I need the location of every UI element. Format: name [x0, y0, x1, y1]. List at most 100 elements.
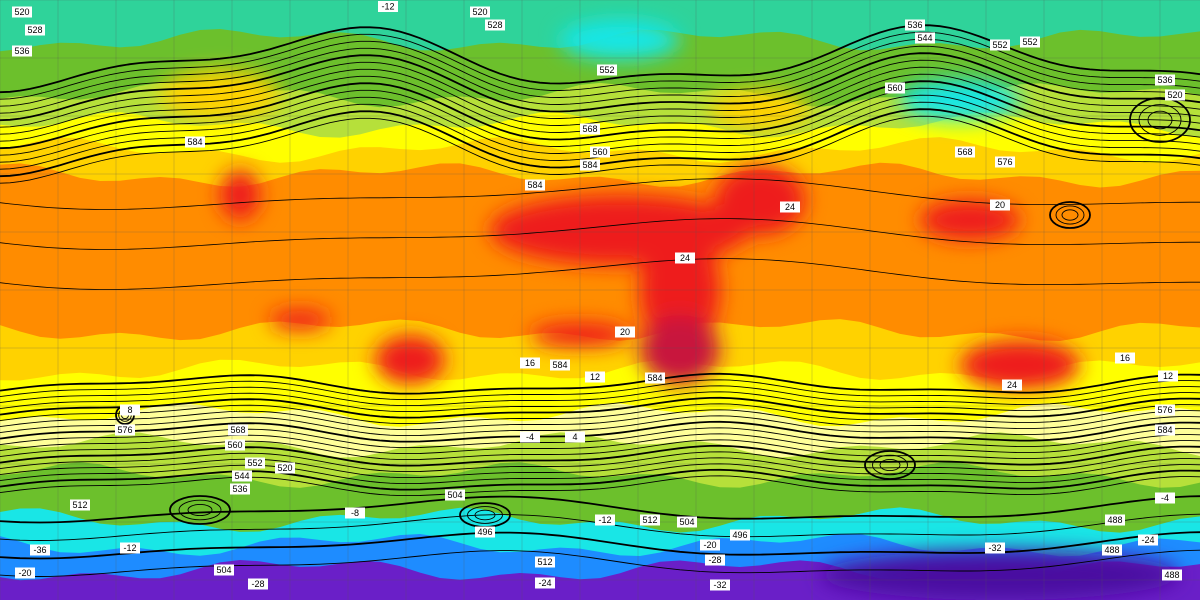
- height-label-text: 552: [247, 458, 262, 468]
- temperature-label: 20: [615, 326, 635, 338]
- temperature-label: -36: [30, 544, 50, 556]
- label-background: [597, 64, 617, 76]
- temperature-label: -28: [705, 554, 725, 566]
- height-label: 496: [730, 529, 750, 541]
- height-label-text: 568: [230, 425, 245, 435]
- label-background: [675, 252, 695, 264]
- height-contour: [0, 444, 1200, 467]
- height-contour: [0, 495, 1200, 524]
- temperature-label: -20: [15, 567, 35, 579]
- closed-contour: [872, 454, 908, 476]
- temperature-label-text: -28: [251, 579, 264, 589]
- temperature-label: -12: [378, 1, 398, 12]
- temperature-label-text: 24: [785, 202, 795, 212]
- temperature-label: 4: [565, 431, 585, 443]
- height-label-text: 528: [27, 25, 42, 35]
- height-label-text: 584: [1157, 425, 1172, 435]
- temperature-label: 16: [1115, 352, 1135, 364]
- height-label-text: 528: [487, 20, 502, 30]
- height-label-text: 552: [599, 65, 614, 75]
- label-background: [990, 199, 1010, 211]
- label-background: [710, 579, 730, 591]
- label-background: [275, 462, 295, 474]
- temperature-label: -12: [120, 542, 140, 554]
- temperature-blob: [640, 315, 720, 385]
- closed-contour: [467, 506, 503, 524]
- label-background: [228, 424, 248, 436]
- label-background: [520, 357, 540, 369]
- height-label-text: 504: [447, 490, 462, 500]
- temperature-label-text: -36: [33, 545, 46, 555]
- height-label: 568: [580, 123, 600, 135]
- label-background: [565, 431, 585, 443]
- height-label: 584: [1155, 424, 1175, 436]
- label-background: [1155, 424, 1175, 436]
- height-label: 544: [915, 32, 935, 44]
- label-background: [120, 404, 140, 416]
- label-background: [25, 24, 45, 36]
- height-label-text: 576: [997, 157, 1012, 167]
- label-background: [1002, 379, 1022, 391]
- height-label-text: 568: [957, 147, 972, 157]
- temperature-label-text: 20: [995, 200, 1005, 210]
- height-label: 512: [70, 499, 90, 511]
- temperature-label: 24: [780, 201, 800, 213]
- temperature-label: -4: [520, 431, 540, 443]
- label-background: [550, 359, 570, 371]
- temperature-blob: [715, 165, 805, 235]
- height-contour: [0, 59, 1200, 128]
- closed-contour: [474, 509, 496, 521]
- temperature-label: 12: [585, 371, 605, 383]
- height-label-text: 536: [1157, 75, 1172, 85]
- temperature-label: -24: [535, 577, 555, 589]
- temperature-label-text: 16: [1120, 353, 1130, 363]
- height-label: 544: [232, 470, 252, 482]
- label-background: [1165, 89, 1185, 101]
- temperature-label-text: 24: [1007, 380, 1017, 390]
- label-background: [905, 19, 925, 31]
- height-contour: [0, 38, 1200, 107]
- height-label: 512: [640, 514, 660, 526]
- height-label-text: 488: [1104, 545, 1119, 555]
- label-background: [995, 156, 1015, 168]
- height-label-text: 552: [992, 40, 1007, 50]
- temperature-label-text: -12: [123, 543, 136, 553]
- height-label: 504: [677, 516, 697, 528]
- height-label-text: 520: [472, 7, 487, 17]
- temperature-label: 24: [1002, 379, 1022, 391]
- label-background: [232, 470, 252, 482]
- height-label: 584: [580, 159, 600, 171]
- height-contour: [0, 80, 1200, 150]
- closed-contour: [1147, 110, 1173, 130]
- height-contour: [0, 218, 1200, 250]
- temperature-blob: [160, 70, 280, 120]
- height-contour: [0, 52, 1200, 122]
- label-background: [485, 19, 505, 31]
- temperature-label-text: 16: [525, 358, 535, 368]
- temperature-label-text: -24: [1141, 535, 1154, 545]
- label-background: [590, 146, 610, 158]
- height-label-text: 544: [234, 471, 249, 481]
- temperature-label-text: -8: [351, 508, 359, 518]
- temperature-label-text: -20: [18, 568, 31, 578]
- temperature-label: -20: [700, 539, 720, 551]
- label-background: [700, 539, 720, 551]
- height-label-text: 568: [582, 124, 597, 134]
- height-contour: [0, 372, 1200, 395]
- closed-contour: [187, 503, 213, 517]
- height-label: 584: [525, 179, 545, 191]
- label-background: [70, 499, 90, 511]
- temperature-label-text: 4: [572, 432, 577, 442]
- height-contour: [0, 87, 1200, 156]
- height-label: 496: [475, 526, 495, 538]
- height-label-text: 496: [477, 527, 492, 537]
- label-background: [378, 1, 398, 12]
- height-contour: [0, 439, 1200, 461]
- height-label-text: 512: [537, 557, 552, 567]
- height-label-text: 488: [1164, 570, 1179, 580]
- temperature-label: 8: [120, 404, 140, 416]
- height-label: 568: [228, 424, 248, 436]
- height-label: 504: [445, 489, 465, 501]
